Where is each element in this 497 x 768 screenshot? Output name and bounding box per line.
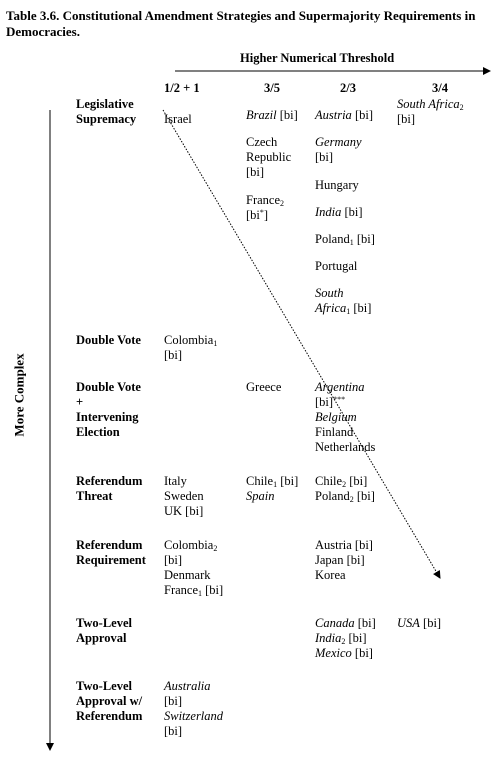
table-title-line1: Table 3.6. Constitutional Amendment Stra… [6, 8, 476, 23]
cell-canada-india-mexico: Canada [bi] India2 [bi] Mexico [bi] [315, 616, 376, 660]
cell-italy-sweden-uk: Italy Sweden UK [bi] [164, 474, 204, 518]
row-label-line: Legislative [76, 97, 134, 111]
cell-portugal: Portugal [315, 259, 358, 273]
cell-france-2: France2 [bi*] [246, 193, 285, 222]
cell-argentina: Argentina [315, 380, 365, 394]
cell-brazil: Brazil [bi] [246, 108, 298, 122]
cell-austria-japan-korea: Austria [bi] Japan [bi] Korea [315, 538, 373, 582]
cell-south-africa-1: South Africa1 [bi] [315, 286, 372, 316]
row-label-referendum-threat: Referendum Threat [76, 474, 143, 503]
cell-germany: Germany [bi] [315, 135, 362, 164]
row-label-two-level-approval: Two-Level Approval [76, 616, 133, 645]
cell-colombia-1: Colombia1 [bi] [164, 333, 218, 362]
diagonal-dotted-arrow [162, 109, 441, 579]
row-label-two-level-referendum: Two-Level Approval w/ Referendum [76, 679, 143, 723]
cell-india: India [bi] [315, 205, 363, 219]
table-title-line2: Democracies. [6, 24, 80, 39]
cell-czech-republic: Czech Republic [bi] [246, 135, 292, 179]
table-title: Table 3.6. Constitutional Amendment Stra… [6, 8, 475, 40]
cell-argentina-group: Argentina [bi]*** Belgium Finland Nether… [315, 380, 376, 454]
cell-australia-switzerland: Australia [bi] Switzerland [bi] [164, 679, 224, 738]
cell-finland: Finland [315, 425, 354, 439]
cell-poland-1: Poland1 [bi] [315, 232, 375, 247]
cell-chile-2-poland-2: Chile2 [bi] Poland2 [bi] [315, 474, 375, 504]
cell-israel: Israel [164, 112, 192, 126]
cell-austria: Austria [bi] [315, 108, 373, 122]
row-label-line: Supremacy [76, 112, 137, 126]
row-label-double-vote-election: Double Vote + Intervening Election [76, 380, 141, 439]
horizontal-axis-label: Higher Numerical Threshold [240, 51, 395, 65]
column-header-three-quarters: 3/4 [432, 81, 448, 95]
row-label-legislative-supremacy: Legislative Supremacy [76, 97, 136, 127]
cell-usa: USA [bi] [397, 616, 442, 630]
cell-chile-1-spain: Chile1 [bi] Spain [246, 474, 299, 503]
row-label-double-vote: Double Vote [76, 333, 141, 347]
row-label-referendum-requirement: Referendum Requirement [76, 538, 146, 567]
vertical-axis-label: More Complex [11, 353, 27, 437]
column-header-half-plus-one: 1/2 + 1 [164, 81, 200, 95]
cell-south-africa-2: South Africa2 [bi] [397, 97, 464, 126]
column-header-three-fifths: 3/5 [264, 81, 280, 95]
column-header-two-thirds: 2/3 [340, 81, 356, 95]
cell-greece: Greece [246, 380, 282, 394]
cell-belgium: Belgium [315, 410, 357, 424]
cell-netherlands: Netherlands [315, 440, 376, 454]
cell-colombia-2-denmark-france-1: Colombia2 [bi] Denmark France1 [bi] [164, 538, 224, 598]
cell-hungary: Hungary [315, 178, 359, 192]
